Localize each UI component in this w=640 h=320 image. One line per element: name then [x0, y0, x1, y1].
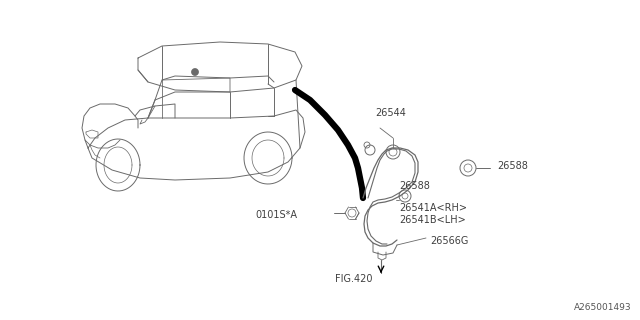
- Text: FIG.420: FIG.420: [335, 274, 372, 284]
- Text: 26541B<LH>: 26541B<LH>: [399, 215, 466, 225]
- Text: A265001493: A265001493: [574, 303, 632, 312]
- Text: 26588: 26588: [399, 181, 430, 191]
- Text: 26541A<RH>: 26541A<RH>: [399, 203, 467, 213]
- Text: 26544: 26544: [375, 108, 406, 118]
- Text: 26566G: 26566G: [430, 236, 468, 246]
- Text: 26588: 26588: [497, 161, 528, 171]
- Circle shape: [191, 68, 198, 76]
- Text: 0101S*A: 0101S*A: [255, 210, 297, 220]
